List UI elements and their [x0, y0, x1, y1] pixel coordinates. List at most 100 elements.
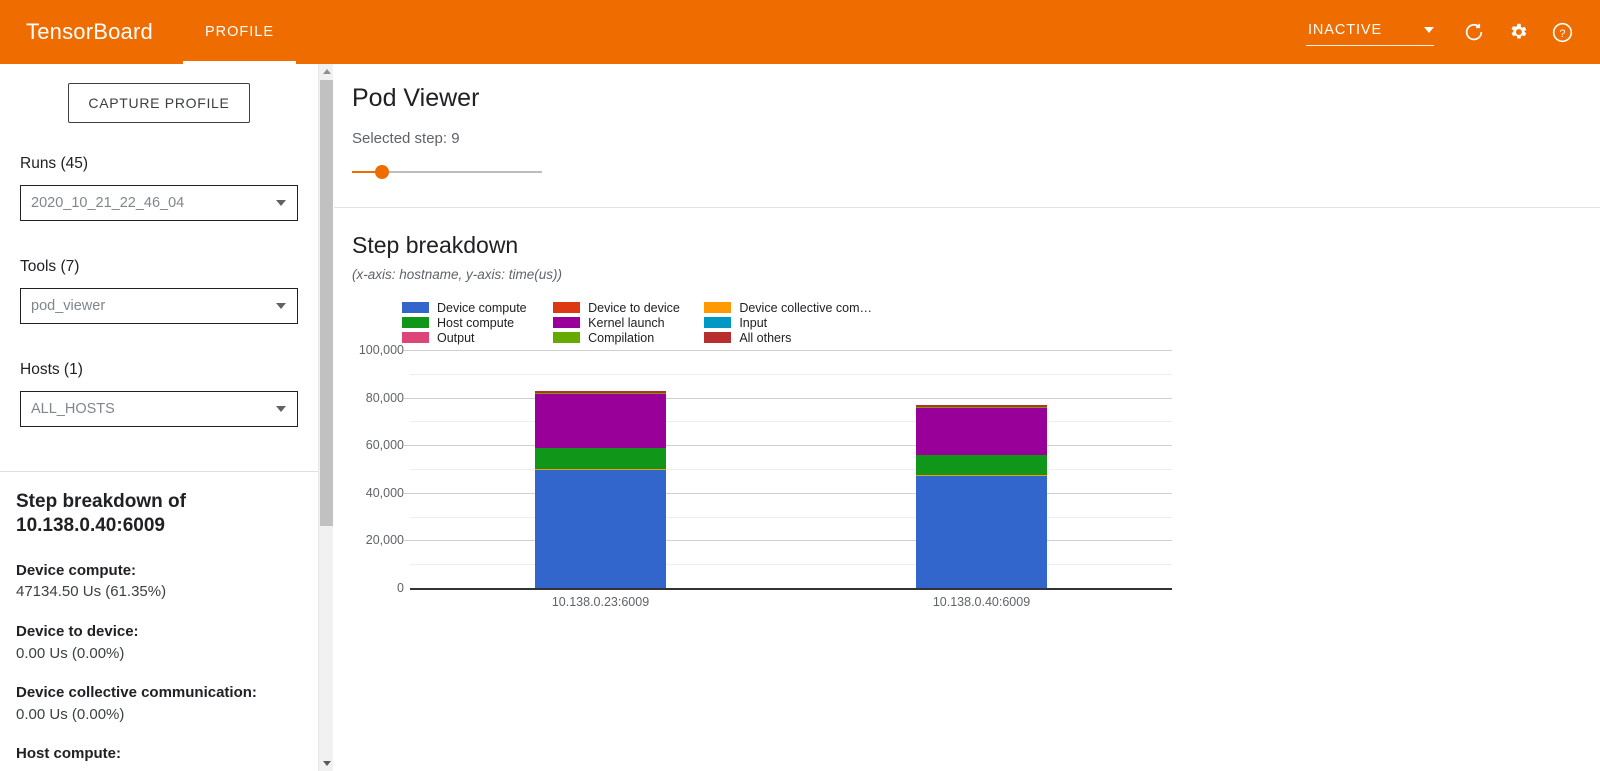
page-title: Pod Viewer	[352, 84, 480, 112]
sidebar-panel-title: Step breakdown of 10.138.0.40:6009	[16, 491, 186, 536]
chevron-down-icon	[276, 200, 286, 206]
gridline-minor	[410, 469, 1172, 470]
bar-segment[interactable]	[535, 390, 666, 394]
stat-value: 0.00 Us (0.00%)	[16, 705, 125, 723]
legend-item[interactable]: Kernel launch	[553, 315, 704, 330]
legend-swatch	[402, 302, 429, 313]
run-state-dropdown[interactable]: INACTIVE	[1306, 18, 1434, 46]
legend-label: Device collective com…	[739, 300, 872, 315]
capture-profile-row: CAPTURE PROFILE	[0, 64, 318, 123]
stat-item: Host compute:	[16, 743, 302, 765]
y-axis-tick-label: 40,000	[365, 485, 404, 500]
bar-segment[interactable]	[916, 407, 1047, 455]
help-button[interactable]: ?	[1542, 12, 1582, 52]
bar-segment[interactable]	[535, 470, 666, 588]
divider	[334, 207, 1600, 208]
bar-segment[interactable]	[916, 474, 1047, 476]
chevron-up-icon	[322, 69, 331, 74]
step-breakdown-chart[interactable]: 0 20,000 40,000 60,000 80,000 100,000 10.138.…	[352, 343, 1172, 609]
sidebar-scrollbar[interactable]	[318, 64, 333, 771]
bar-segment[interactable]	[535, 469, 666, 471]
bar-segment[interactable]	[535, 447, 666, 470]
step-slider[interactable]	[352, 162, 542, 182]
scrollbar-thumb[interactable]	[320, 80, 333, 526]
bar-segment[interactable]	[916, 454, 1047, 475]
x-axis-tick-label: 10.138.0.23:6009	[551, 595, 650, 609]
legend-swatch	[704, 317, 732, 328]
stat-item: Device collective communication: 0.00 Us…	[16, 682, 302, 726]
legend-item[interactable]: Device to device	[553, 300, 704, 315]
step-breakdown-stats: Device compute: 47134.50 Us (61.35%) Dev…	[0, 560, 318, 766]
gear-icon	[1507, 21, 1529, 43]
legend-item[interactable]: Host compute	[402, 315, 553, 330]
runs-field: Runs (45) 2020_10_21_22_46_04	[0, 155, 318, 221]
reload-button[interactable]	[1454, 12, 1494, 52]
gridline-minor	[410, 421, 1172, 423]
slider-thumb[interactable]	[375, 165, 390, 179]
legend-swatch	[402, 317, 429, 328]
scroll-down-button[interactable]	[319, 756, 334, 771]
legend-label: Output	[437, 330, 475, 345]
stat-key: Device compute:	[16, 561, 137, 579]
tab-profile-label: PROFILE	[204, 24, 274, 40]
gridline-minor	[410, 564, 1172, 566]
stat-value: 47134.50 Us (61.35%)	[16, 583, 167, 601]
tab-profile[interactable]: PROFILE	[182, 0, 297, 64]
chevron-down-icon	[276, 406, 286, 412]
settings-button[interactable]	[1498, 12, 1538, 52]
bar-segment[interactable]	[916, 405, 1047, 408]
chevron-down-icon	[276, 303, 286, 309]
legend-item[interactable]: Device collective com…	[704, 300, 872, 315]
bar-segment[interactable]	[535, 394, 666, 448]
legend-label: Compilation	[588, 330, 655, 345]
bar-segment[interactable]	[916, 407, 1047, 408]
stat-key: Device collective communication:	[16, 684, 257, 701]
legend-label: Device to device	[588, 300, 680, 315]
gridline-major	[404, 445, 1172, 447]
runs-selected-value: 2020_10_21_22_46_04	[31, 195, 185, 211]
hosts-select[interactable]: ALL_HOSTS	[20, 391, 298, 427]
chart-gridlines	[404, 350, 1172, 590]
capture-profile-button[interactable]: CAPTURE PROFILE	[68, 83, 250, 123]
chart-subtitle: (x-axis: hostname, y-axis: time(us))	[352, 267, 563, 282]
gridline-major	[404, 397, 1172, 399]
hosts-field: Hosts (1) ALL_HOSTS	[0, 361, 318, 427]
y-axis-tick-label: 80,000	[365, 390, 404, 405]
legend-label: All others	[739, 330, 792, 345]
legend-item[interactable]: Device compute	[402, 300, 553, 315]
runs-select[interactable]: 2020_10_21_22_46_04	[20, 185, 298, 221]
slider-fill	[352, 171, 383, 173]
y-axis-tick	[404, 540, 410, 542]
scroll-up-button[interactable]	[319, 64, 334, 79]
x-axis-tick-label: 10.138.0.40:6009	[932, 595, 1031, 609]
legend-item[interactable]: Compilation	[553, 330, 704, 345]
legend-swatch	[402, 332, 429, 343]
y-axis-tick	[404, 350, 410, 351]
bar-segment[interactable]	[916, 475, 1047, 588]
y-axis-tick	[404, 492, 410, 494]
reload-icon	[1463, 21, 1485, 43]
bar-segment[interactable]	[535, 393, 666, 395]
gridline-major	[404, 492, 1172, 494]
selected-step-label: Selected step: 9	[352, 130, 460, 147]
tools-select[interactable]: pod_viewer	[20, 288, 298, 324]
app-bar: TensorBoard PROFILE INACTIVE	[0, 0, 1600, 64]
stat-item: Device to device: 0.00 Us (0.00%)	[16, 621, 302, 665]
bar-column[interactable]: 10.138.0.23:6009	[535, 390, 666, 609]
chart-legend: Device compute Device to device Device col…	[402, 300, 872, 345]
y-axis-tick	[404, 445, 410, 447]
main-content: Pod Viewer Selected step: 9 Step breakdo…	[334, 64, 1600, 771]
legend-item[interactable]: Input	[704, 315, 872, 330]
legend-item[interactable]: Output	[402, 330, 553, 345]
bar-column[interactable]: 10.138.0.40:6009	[916, 405, 1047, 609]
x-axis-line	[410, 588, 1172, 590]
legend-item[interactable]: All others	[704, 330, 872, 345]
divider	[0, 471, 318, 472]
legend-swatch	[553, 332, 581, 343]
y-axis-tick-label: 60,000	[365, 438, 404, 453]
slider-track	[352, 171, 542, 173]
help-icon: ?	[1551, 21, 1574, 44]
hosts-selected-value: ALL_HOSTS	[31, 401, 115, 417]
sidebar: CAPTURE PROFILE Runs (45) 2020_10_21_22_…	[0, 64, 318, 771]
tools-selected-value: pod_viewer	[31, 298, 106, 314]
